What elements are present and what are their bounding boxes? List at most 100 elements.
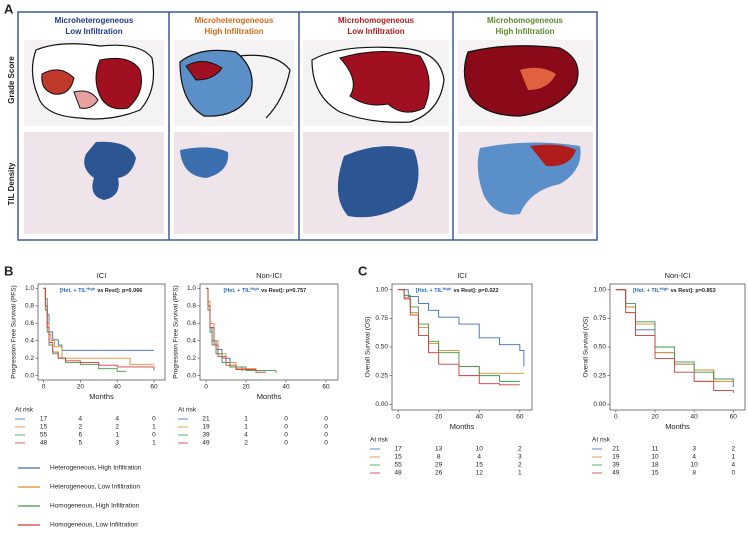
image xyxy=(174,132,294,234)
y-tick-label: 0.6 xyxy=(187,320,196,327)
at-risk-count: 1 xyxy=(244,424,248,431)
survival-curve xyxy=(206,287,243,372)
at-risk-count: 3 xyxy=(115,440,119,447)
y-tick-label: 0.8 xyxy=(25,303,34,310)
x-tick-label: 60 xyxy=(150,384,158,391)
survival-curve xyxy=(43,287,127,372)
annotation-suffix: vs Rest]: p=0.853 xyxy=(671,288,716,294)
at-risk-count: 10 xyxy=(476,446,484,453)
x-tick-label: 60 xyxy=(516,414,524,421)
annotation-sup: High xyxy=(443,286,452,291)
at-risk-count: 29 xyxy=(435,462,443,469)
x-tick-label: 40 xyxy=(691,414,699,421)
column-title: High Infiltration xyxy=(204,27,263,36)
y-tick-label: 0.50 xyxy=(593,344,606,351)
at-risk-count: 39 xyxy=(202,432,210,439)
at-risk-count: 8 xyxy=(437,454,441,461)
at-risk-count: 4 xyxy=(477,454,481,461)
grade-region xyxy=(95,57,142,110)
grade-region xyxy=(185,61,223,81)
annotation-prefix: [Het. + TIL xyxy=(416,288,443,294)
column-title: Microheterogeneous xyxy=(55,16,134,25)
at-risk-count: 0 xyxy=(324,440,328,447)
plot-frame xyxy=(199,283,339,381)
y-tick-label: 0.4 xyxy=(25,337,34,344)
grade-region xyxy=(520,67,556,90)
panel-letter: A xyxy=(4,1,14,16)
grade-region xyxy=(339,51,430,113)
at-risk-count: 18 xyxy=(651,462,659,469)
y-tick-label: 0.2 xyxy=(187,355,196,362)
at-risk-count: 12 xyxy=(476,470,484,477)
at-risk-count: 48 xyxy=(40,440,48,447)
row-label: Grade Score xyxy=(7,56,16,104)
tissue-outline xyxy=(239,54,291,119)
at-risk-count: 4 xyxy=(79,416,83,423)
at-risk-count: 6 xyxy=(79,432,83,439)
y-tick-label: 0.6 xyxy=(25,320,34,327)
at-risk-count: 19 xyxy=(612,454,620,461)
column-title: Microheterogeneous xyxy=(195,16,274,25)
at-risk-count: 48 xyxy=(394,470,402,477)
y-tick-label: 0.25 xyxy=(593,372,606,379)
at-risk-count: 4 xyxy=(115,416,119,423)
annotation: [Het. + TILHigh vs Rest]: p=0.757 xyxy=(223,286,306,294)
survival-curve xyxy=(206,287,266,373)
x-tick-label: 60 xyxy=(322,384,330,391)
plot-frame xyxy=(391,283,533,411)
x-tick-label: 40 xyxy=(476,414,484,421)
chart-title: Non-ICI xyxy=(665,271,691,280)
plot-frame xyxy=(609,283,746,411)
at-risk-count: 2 xyxy=(731,446,735,453)
at-risk-count: 8 xyxy=(692,470,696,477)
y-tick-label: 1.00 xyxy=(375,286,388,293)
y-tick-label: 0.2 xyxy=(25,355,34,362)
at-risk-count: 2 xyxy=(244,440,248,447)
at-risk-count: 1 xyxy=(244,416,248,423)
annotation: [Het. + TILHigh vs Rest]: p=0.022 xyxy=(416,286,499,294)
column-title: Microhomogeneous xyxy=(338,16,415,25)
annotation-suffix: vs Rest]: p=0.022 xyxy=(453,288,498,294)
at-risk-count: 55 xyxy=(394,462,402,469)
y-tick-label: 0.0 xyxy=(25,372,34,379)
annotation-prefix: [Het. + TIL xyxy=(633,288,660,294)
annotation-sup: High xyxy=(250,286,259,291)
at-risk-count: 2 xyxy=(518,446,522,453)
x-axis-label: Months xyxy=(665,422,690,431)
column-title: Microhomogeneous xyxy=(487,16,564,25)
at-risk-count: 15 xyxy=(394,454,402,461)
at-risk-count: 39 xyxy=(612,462,620,469)
survival-curve xyxy=(398,289,524,374)
til-region xyxy=(84,141,136,200)
at-risk-count: 10 xyxy=(691,462,699,469)
at-risk-label: At risk xyxy=(592,437,611,444)
y-tick-label: 0.50 xyxy=(375,344,388,351)
x-tick-label: 0 xyxy=(42,384,46,391)
at-risk-count: 21 xyxy=(612,446,620,453)
at-risk-label: At risk xyxy=(370,437,389,444)
grade-region xyxy=(41,69,75,95)
survival-curve xyxy=(43,287,155,371)
at-risk-count: 55 xyxy=(40,432,48,439)
y-tick-label: 1.0 xyxy=(25,285,34,292)
at-risk-count: 0 xyxy=(284,432,288,439)
y-axis-label: Progression Free Survival (PFS) xyxy=(11,285,18,379)
at-risk-count: 0 xyxy=(731,470,735,477)
plot-frame xyxy=(37,283,166,381)
grade-region xyxy=(463,45,579,117)
at-risk-count: 2 xyxy=(115,424,119,431)
at-risk-count: 0 xyxy=(284,424,288,431)
annotation-prefix: [Het. + TIL xyxy=(223,288,250,294)
at-risk-count: 26 xyxy=(435,470,443,477)
x-tick-label: 20 xyxy=(77,384,85,391)
chart-title: Non-ICI xyxy=(256,271,282,280)
column-title: Low Infiltration xyxy=(65,27,122,36)
at-risk-count: 10 xyxy=(651,454,659,461)
x-tick-label: 20 xyxy=(651,414,659,421)
x-tick-label: 0 xyxy=(396,414,400,421)
x-tick-label: 0 xyxy=(204,384,208,391)
y-tick-label: 0.0 xyxy=(187,372,196,379)
at-risk-count: 4 xyxy=(244,432,248,439)
y-tick-label: 1.00 xyxy=(593,286,606,293)
survival-curve xyxy=(398,289,520,382)
